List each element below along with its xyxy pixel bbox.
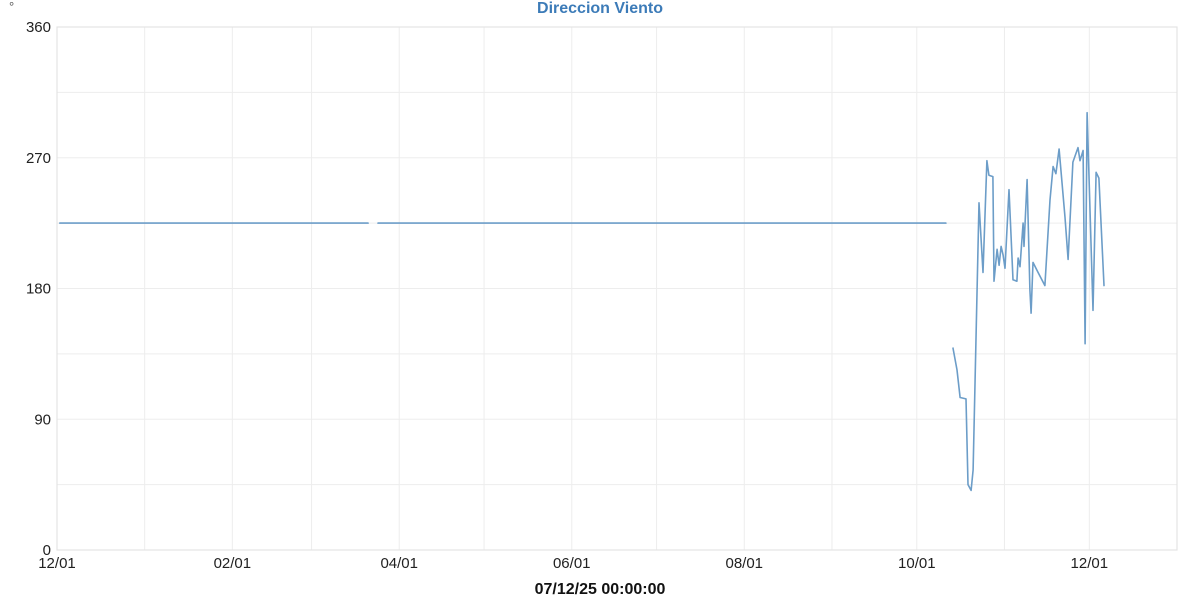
plot-border: [56, 26, 1178, 551]
x-tick-label: 02/01: [214, 555, 252, 572]
y-tick-label: 360: [26, 19, 51, 36]
x-tick-label: 10/01: [898, 555, 936, 572]
x-tick-label: 06/01: [553, 555, 591, 572]
current-date-label: 07/12/25 00:00:00: [534, 581, 666, 598]
y-axis-unit-label: °: [9, 0, 15, 14]
y-tick-label: 180: [26, 281, 51, 298]
x-tick-label: 08/01: [725, 555, 763, 572]
y-tick-label: 270: [26, 150, 51, 167]
y-tick-label: 0: [43, 542, 51, 559]
x-tick-label: 12/01: [1071, 555, 1109, 572]
x-tick-label: 12/01: [38, 555, 76, 572]
x-tick-label: 04/01: [380, 555, 418, 572]
chart-title: Direccion Viento: [537, 0, 663, 17]
series-line-segment: [952, 111, 1105, 492]
y-tick-label: 90: [34, 411, 51, 428]
